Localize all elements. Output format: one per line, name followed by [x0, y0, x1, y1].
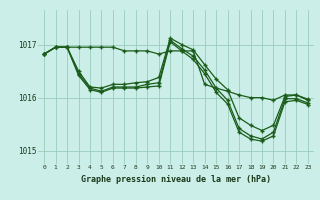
X-axis label: Graphe pression niveau de la mer (hPa): Graphe pression niveau de la mer (hPa) — [81, 175, 271, 184]
